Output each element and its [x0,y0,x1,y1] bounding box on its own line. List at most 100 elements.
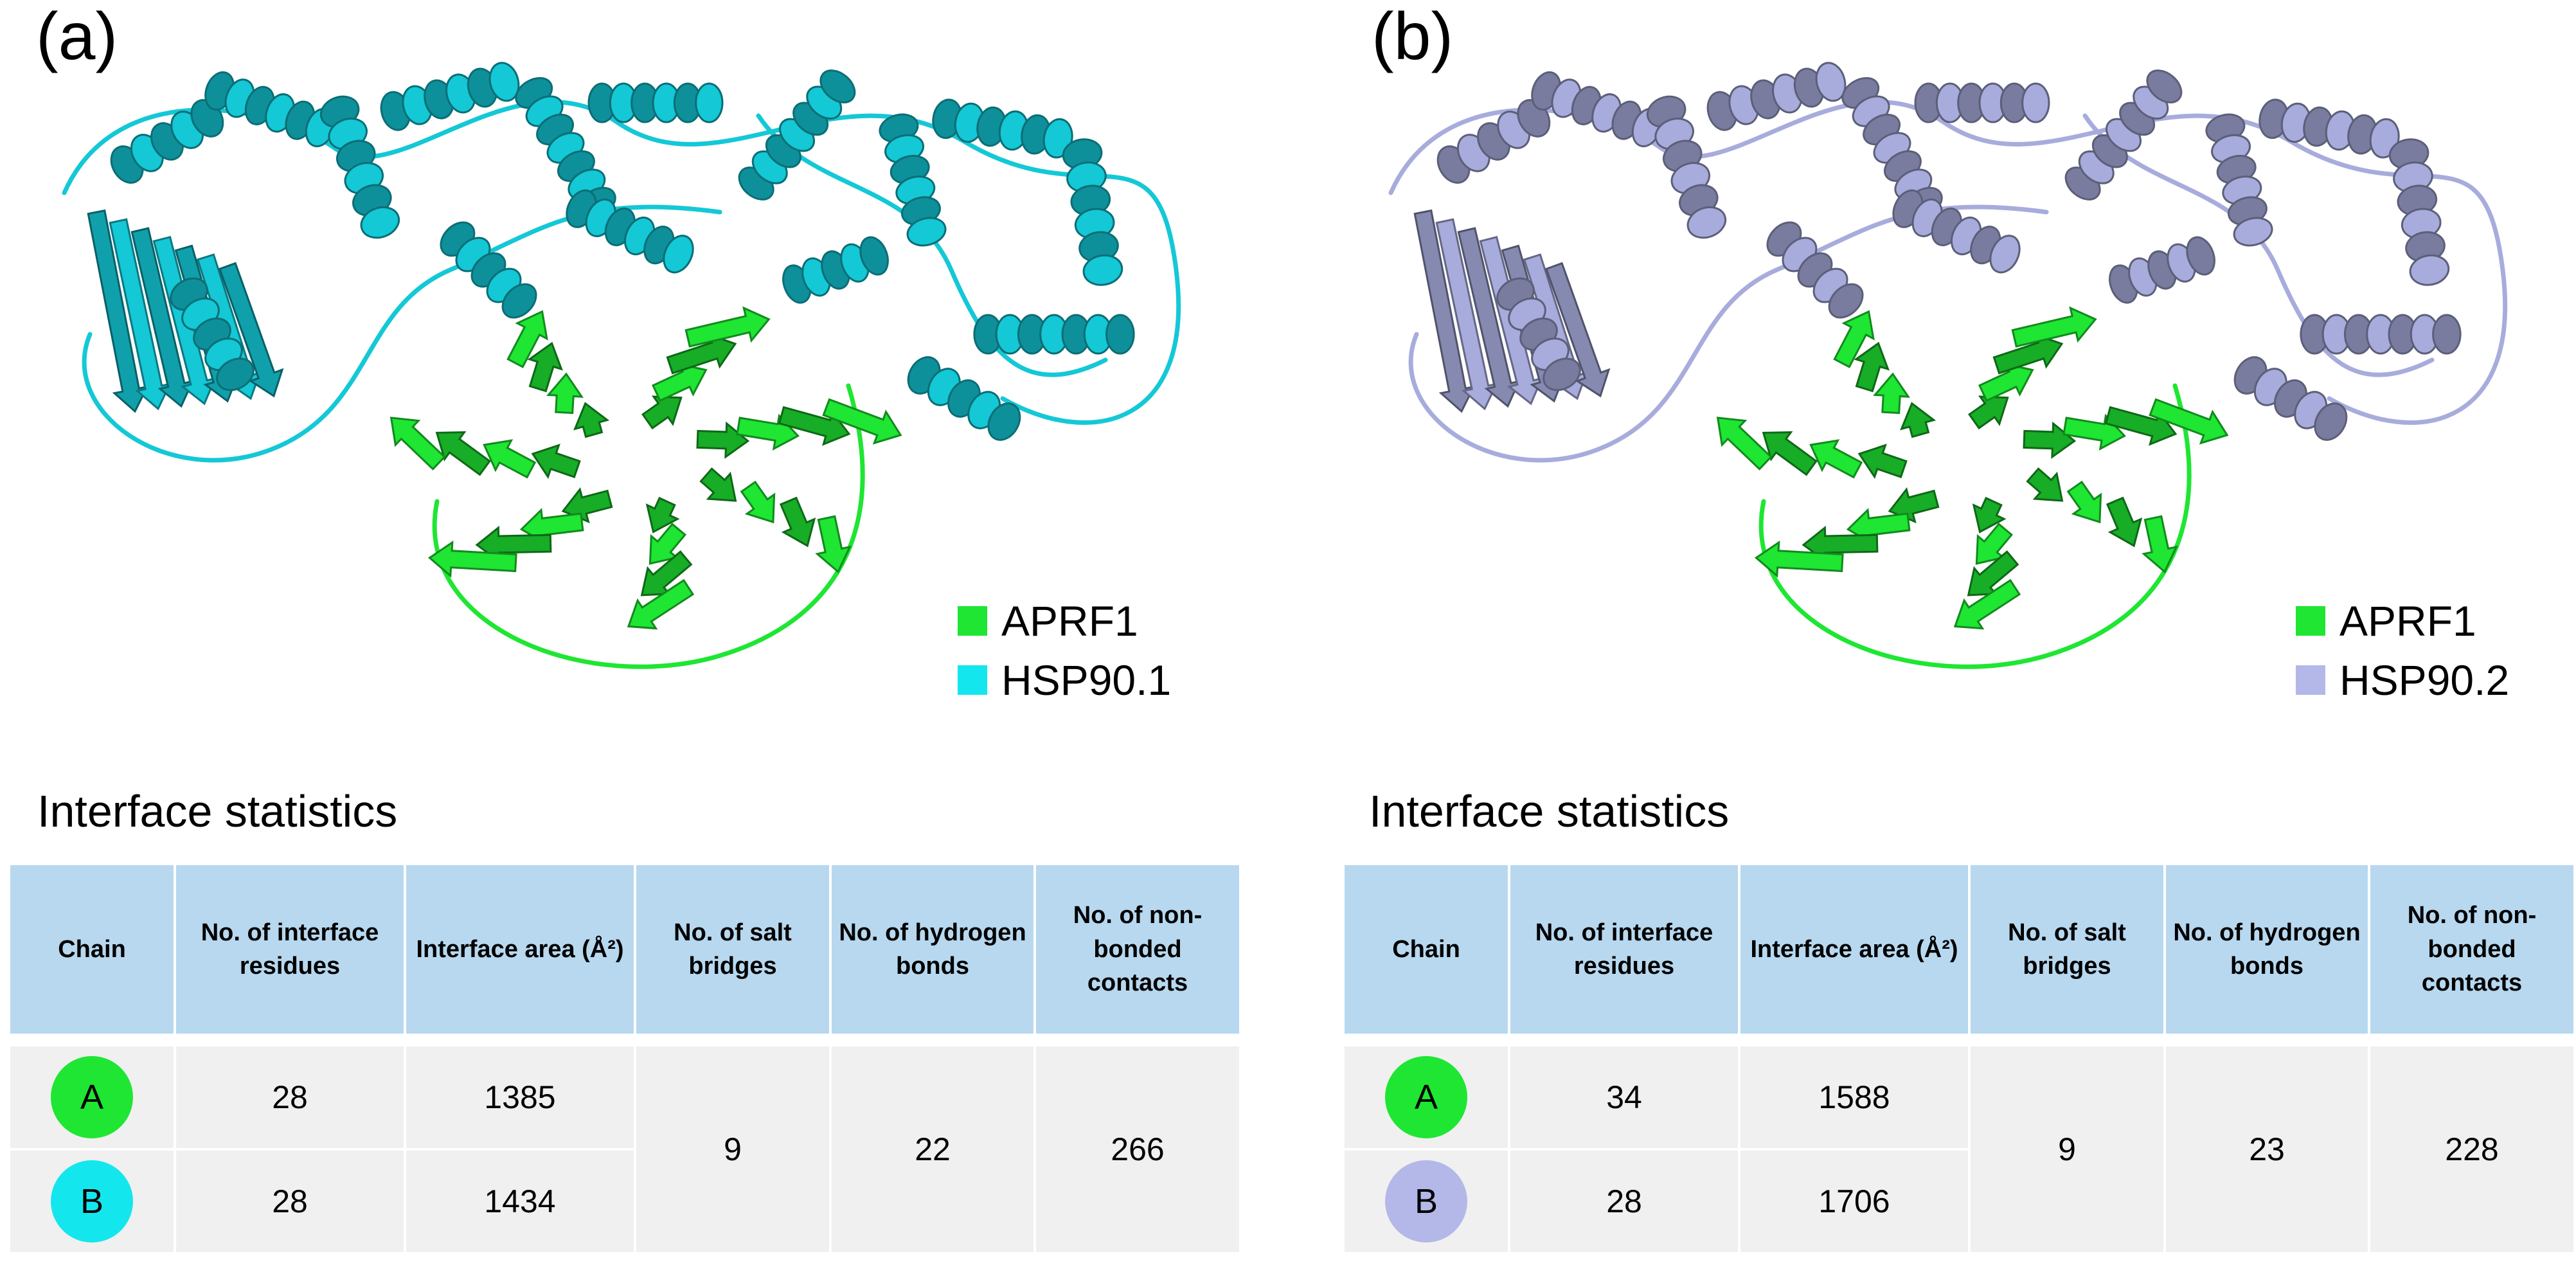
helix-turn [360,206,400,239]
helix-turn [2314,402,2348,441]
helix-turn [2021,82,2050,123]
beta-strand [1975,523,2014,565]
beta-strand [1435,218,1499,411]
legend-swatch [958,606,987,636]
helix-turn [2432,314,2462,355]
beta-strand [699,467,737,502]
helix-turn [2146,69,2183,103]
panel-b-legend: APRF1 HSP90.2 [2296,591,2509,710]
coil-loop [432,383,865,669]
beta-strand [427,540,517,578]
chain-badge: A [51,1056,133,1138]
table-cell-area: 1588 [1740,1046,1968,1148]
header-chain: Chain [10,865,174,1034]
beta-strand [645,496,680,534]
header-chain: Chain [1345,865,1508,1034]
beta-strand [2011,306,2097,348]
alpha-helix [782,236,889,304]
alpha-helix [1646,95,1727,239]
legend-item-aprf1: APRF1 [2296,591,2509,650]
beta-strand [1413,209,1476,413]
coil-loop [2082,113,2435,377]
beta-strand [109,218,172,411]
alpha-helix [932,98,1073,159]
beta-strand [2106,496,2143,548]
alpha-helix [319,95,400,239]
panel-a-protein-structure [62,62,1181,669]
alpha-helix [1914,82,2050,123]
beta-strand [1762,431,1818,476]
helix-turn [501,283,537,319]
beta-strand [546,372,584,415]
legend-swatch [958,665,987,695]
beta-strand [1900,402,1936,438]
coil-loop [1758,383,2192,669]
helix-turn [695,82,724,123]
beta-strand [130,227,195,408]
alpha-helix [1766,221,1864,319]
header-text: No. of hydrogen bonds [839,919,1026,980]
panel-b-protein-structure [1388,62,2508,669]
helix-turn [906,217,947,247]
beta-strand [573,402,610,438]
legend-item-aprf1: APRF1 [958,591,1171,650]
alpha-helix [2109,236,2215,304]
table-cell-residues: 28 [1510,1151,1738,1252]
table-row-chain: B [10,1151,174,1252]
beta-strand [1544,262,1611,398]
interface-statistics-title: Interface statistics [37,786,398,836]
alpha-helix [2258,98,2400,159]
panel-a: (a) APRF1 HSP90.1 Interface statistics C… [10,0,1239,1252]
beta-strand [641,395,683,430]
coil-loop [82,204,722,463]
helix-turn [1989,235,2021,274]
beta-strand [2149,398,2229,445]
alpha-helix [907,356,1021,441]
alpha-helix [380,62,520,131]
alpha-helix [1062,138,1123,286]
panel-b: (b) APRF1 HSP90.2 Interface statistics C… [1288,0,2576,1274]
header-salt-bridges: No. of salt bridges [1971,865,2163,1034]
helix-turn [1686,206,1727,239]
helix-turn [488,62,520,102]
alpha-helix [204,71,335,148]
helix-turn [987,402,1021,441]
table-cell-hydrogen-bonds: 22 [832,1046,1033,1252]
alpha-helix [1892,189,2021,274]
helix-turn [2186,236,2215,276]
alpha-helix [1531,71,1662,148]
alpha-helix [1496,277,1581,391]
beta-strand [648,523,687,565]
alpha-helix [879,113,947,247]
legend-label: APRF1 [1001,597,1138,645]
beta-strand [1857,444,1908,480]
beta-strand [1833,310,1875,368]
chain-badge: B [51,1160,133,1243]
header-interface-residues: No. of interface residues [1510,865,1738,1034]
table-row-chain: B [1345,1151,1508,1252]
helix-turn [859,236,889,276]
header-text: No. of salt bridges [674,919,792,980]
alpha-helix [2233,356,2348,441]
chain-badge: A [1385,1056,1467,1138]
beta-strand [435,431,491,476]
legend-item-hsp90-2: HSP90.2 [2296,650,2509,710]
table-cell-salt-bridges: 9 [1971,1046,2163,1252]
legend-swatch [2296,665,2325,695]
beta-strand [389,417,446,471]
table-cell-residues: 28 [176,1046,404,1148]
header-text: No. of hydrogen bonds [2173,919,2361,980]
beta-strand [627,579,695,630]
beta-strand [531,444,581,480]
beta-strand [740,480,776,524]
alpha-helix [587,82,724,123]
helix-turn [2409,254,2450,286]
header-text: No. of interface residues [201,919,379,980]
beta-strand [684,306,771,348]
table-row-chain: A [10,1046,174,1148]
beta-strand [87,209,149,413]
table-cell-nonbonded-contacts: 228 [2370,1046,2573,1252]
beta-strand [1873,372,1911,415]
table-cell-area: 1385 [406,1046,634,1148]
beta-strand [1972,496,2007,534]
